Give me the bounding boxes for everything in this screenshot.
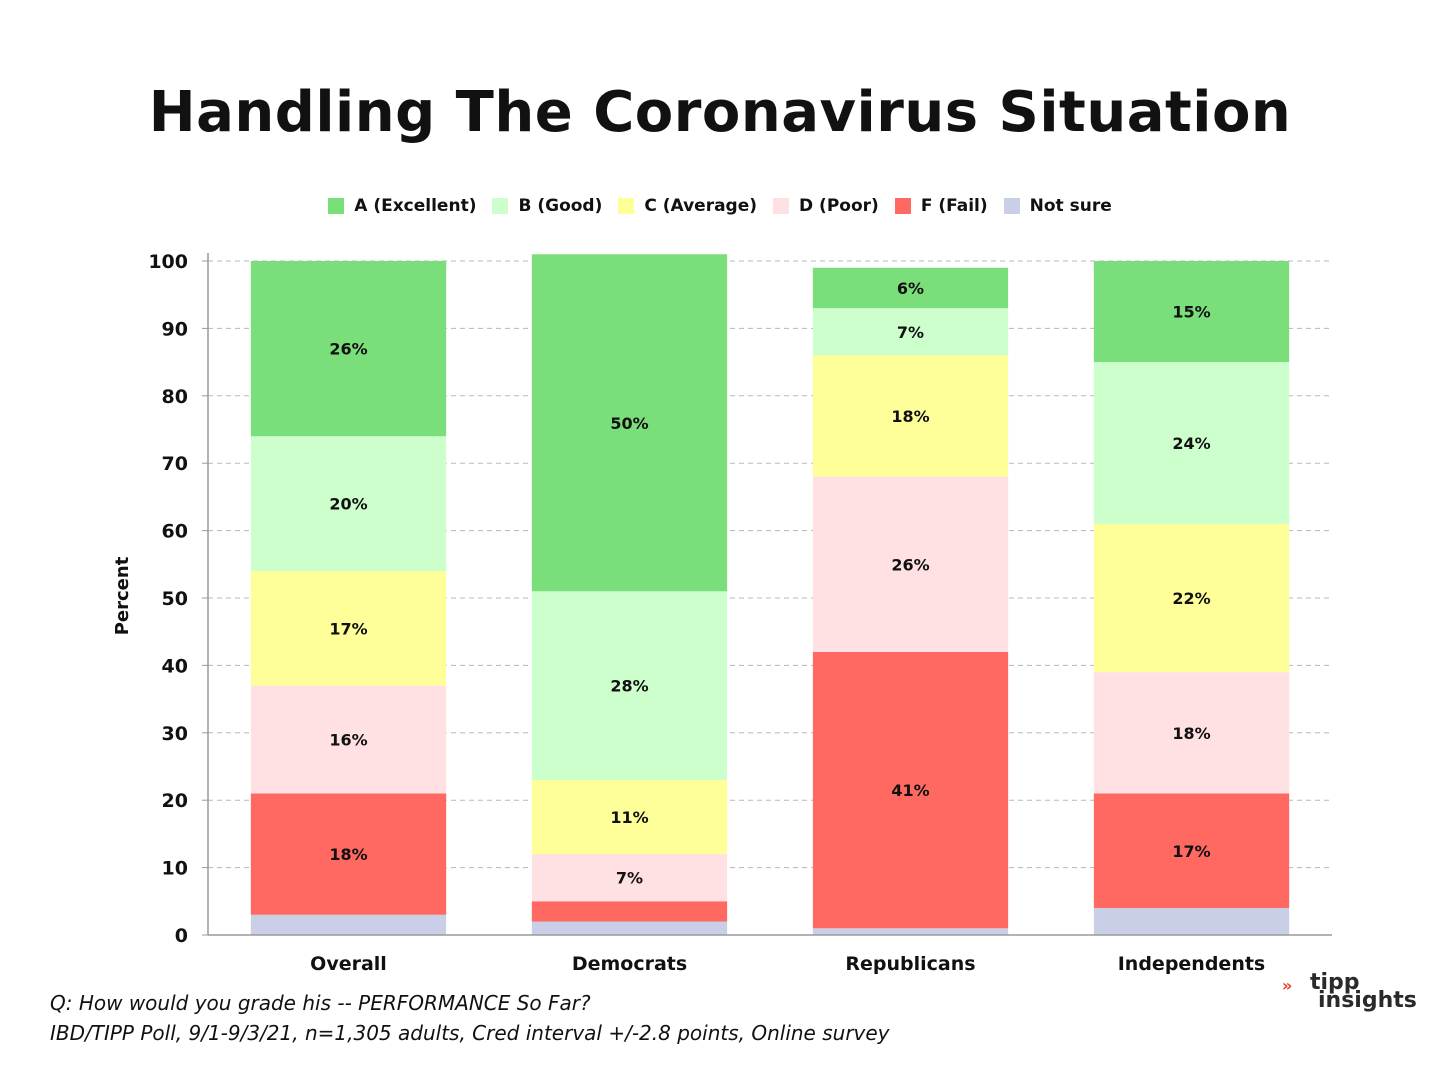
x-category-label-overall: Overall bbox=[310, 953, 387, 975]
legend-label-poor: D (Poor) bbox=[799, 196, 879, 216]
bar-overall-a-excellent bbox=[250, 261, 447, 437]
data-label-democrats-d-poor: 7% bbox=[616, 869, 643, 888]
legend-item-good: B (Good) bbox=[492, 196, 602, 216]
legend-label-not-sure: Not sure bbox=[1029, 196, 1112, 216]
legend-swatch-average bbox=[618, 198, 635, 214]
axes: 0 10 20 30 40 50 60 70 80 90 100 Overall Democrats Re… bbox=[148, 251, 1332, 975]
footnote: Q: How would you grade his -- PERFORMANC… bbox=[50, 988, 890, 1048]
data-label-republicans-b-good: 7% bbox=[897, 323, 924, 342]
data-label-democrats-c-average: 11% bbox=[610, 808, 648, 827]
bar-democrats-d-poor bbox=[531, 854, 728, 902]
logo-text-tipp: tipp bbox=[1310, 970, 1360, 995]
bar-republicans-not-sure bbox=[812, 928, 1009, 935]
y-tick-label-100: 100 bbox=[148, 251, 188, 273]
y-tick-label-70: 70 bbox=[162, 453, 188, 475]
bar-republicans-f-fail bbox=[812, 651, 1009, 929]
legend-swatch-excellent bbox=[328, 198, 345, 214]
bar-independents-d-poor bbox=[1093, 672, 1290, 794]
data-label-independents-f-fail: 17% bbox=[1172, 842, 1210, 861]
data-labels: 18% 16% 17% 20% 26% 7% 11% 28% 50% 41% 26% 18% 7% 6% 1… bbox=[329, 279, 1210, 888]
bars bbox=[250, 254, 1290, 935]
data-label-independents-b-good: 24% bbox=[1172, 434, 1210, 453]
data-label-overall-b-good: 20% bbox=[329, 495, 367, 514]
footnote-source: IBD/TIPP Poll, 9/1-9/3/21, n=1,305 adult… bbox=[50, 1021, 890, 1045]
legend-label-fail: F (Fail) bbox=[920, 196, 988, 216]
y-tick-label-50: 50 bbox=[162, 588, 188, 610]
legend-swatch-good bbox=[492, 198, 509, 214]
bar-overall-d-poor bbox=[250, 685, 447, 794]
bar-democrats-b-good bbox=[531, 591, 728, 780]
bar-overall-b-good bbox=[250, 436, 447, 572]
y-tick-label-90: 90 bbox=[162, 318, 188, 340]
y-axis-label: Percent bbox=[112, 556, 133, 635]
data-label-overall-a-excellent: 26% bbox=[329, 340, 367, 359]
data-label-republicans-a-excellent: 6% bbox=[897, 279, 924, 298]
bar-independents-c-average bbox=[1093, 523, 1290, 673]
arrow-icon: » bbox=[1282, 976, 1293, 995]
legend-item-fail: F (Fail) bbox=[894, 196, 988, 216]
legend-swatch-not-sure bbox=[1003, 198, 1020, 214]
legend-item-average: C (Average) bbox=[618, 196, 757, 216]
data-label-republicans-d-poor: 26% bbox=[891, 555, 929, 574]
y-tick-label-0: 0 bbox=[175, 925, 188, 947]
x-category-label-republicans: Republicans bbox=[845, 953, 975, 975]
legend-label-excellent: A (Excellent) bbox=[354, 196, 477, 216]
bar-democrats-f-fail bbox=[531, 901, 728, 922]
data-label-overall-f-fail: 18% bbox=[329, 845, 367, 864]
bar-independents-not-sure bbox=[1093, 908, 1290, 935]
legend-item-poor: D (Poor) bbox=[773, 196, 879, 216]
bar-republicans-d-poor bbox=[812, 476, 1009, 652]
stacked-bar-chart: 18% 16% 17% 20% 26% 7% 11% 28% 50% 41% 26% 18% 7% 6% 1… bbox=[112, 251, 1332, 975]
legend-label-good: B (Good) bbox=[518, 196, 603, 216]
tipp-insights-logo: » tipp insights bbox=[1282, 970, 1417, 1018]
bar-overall-not-sure bbox=[250, 914, 447, 935]
data-label-overall-d-poor: 16% bbox=[329, 731, 367, 750]
bar-independents-b-good bbox=[1093, 362, 1290, 524]
bar-overall-f-fail bbox=[250, 793, 447, 915]
legend-item-excellent: A (Excellent) bbox=[328, 196, 476, 216]
x-category-label-democrats: Democrats bbox=[572, 953, 687, 975]
logo-text-insights: insights bbox=[1318, 988, 1417, 1013]
x-category-label-independents: Independents bbox=[1118, 953, 1266, 975]
data-label-overall-c-average: 17% bbox=[329, 619, 367, 638]
bar-republicans-a-excellent bbox=[812, 267, 1009, 309]
data-label-republicans-f-fail: 41% bbox=[891, 781, 929, 800]
bar-republicans-c-average bbox=[812, 355, 1009, 477]
y-tick-label-30: 30 bbox=[162, 723, 188, 745]
bar-republicans-b-good bbox=[812, 308, 1009, 356]
legend-item-not-sure: Not sure bbox=[1003, 196, 1112, 216]
chart-title: Handling The Coronavirus Situation bbox=[148, 80, 1292, 145]
data-label-democrats-a-excellent: 50% bbox=[610, 414, 648, 433]
legend-swatch-fail bbox=[894, 198, 911, 214]
legend-swatch-poor bbox=[773, 198, 790, 214]
y-tick-label-40: 40 bbox=[162, 655, 188, 677]
footnote-question: Q: How would you grade his -- PERFORMANC… bbox=[50, 991, 591, 1015]
data-label-independents-c-average: 22% bbox=[1172, 589, 1210, 608]
bar-overall-c-average bbox=[250, 571, 447, 686]
bar-democrats-not-sure bbox=[531, 921, 728, 935]
bar-democrats-a-excellent bbox=[531, 254, 728, 592]
y-tick-label-60: 60 bbox=[162, 521, 188, 543]
y-tick-label-20: 20 bbox=[162, 790, 188, 812]
data-label-republicans-c-average: 18% bbox=[891, 407, 929, 426]
bar-independents-f-fail bbox=[1093, 793, 1290, 909]
y-tick-label-80: 80 bbox=[162, 386, 188, 408]
y-tick-label-10: 10 bbox=[162, 858, 188, 880]
bar-democrats-c-average bbox=[531, 779, 728, 855]
data-label-independents-d-poor: 18% bbox=[1172, 724, 1210, 743]
bar-independents-a-excellent bbox=[1093, 261, 1290, 363]
legend: A (Excellent) B (Good) C (Average) D (Po… bbox=[0, 196, 1440, 216]
data-label-independents-a-excellent: 15% bbox=[1172, 303, 1210, 322]
legend-label-average: C (Average) bbox=[644, 196, 758, 216]
data-label-democrats-b-good: 28% bbox=[610, 677, 648, 696]
